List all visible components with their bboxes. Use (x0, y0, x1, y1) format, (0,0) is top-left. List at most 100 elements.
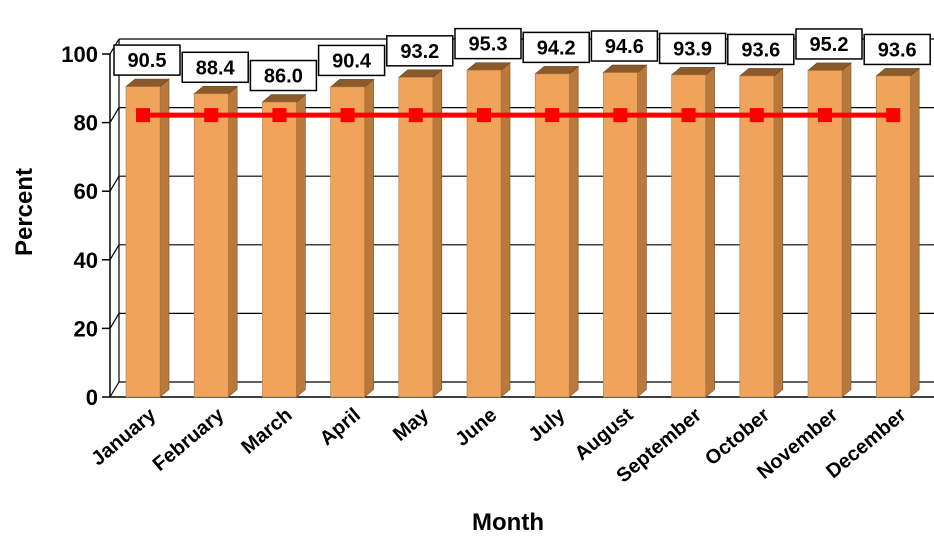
data-label-text: 86.0 (264, 66, 303, 88)
data-label-text: 93.6 (741, 39, 780, 61)
target-marker (886, 108, 901, 123)
y-tick-label: 80 (74, 111, 98, 136)
bar-front (262, 101, 297, 398)
data-label-text: 93.2 (400, 41, 439, 63)
target-marker (613, 108, 628, 123)
gridline-depth (109, 175, 120, 192)
data-label: 90.4 (317, 44, 386, 77)
y-tick-label: 0 (86, 385, 98, 410)
data-label-text: 93.9 (673, 38, 712, 60)
target-marker (749, 108, 764, 123)
data-label-text: 94.6 (605, 36, 644, 58)
data-label-box (181, 51, 249, 84)
bar-front (739, 75, 775, 398)
bar (670, 66, 716, 398)
bar (397, 69, 443, 398)
y-tick-labels: 0 20 40 60 80 100 (61, 42, 98, 410)
gridline-depth (109, 313, 120, 329)
data-label-text: 95.3 (469, 34, 508, 56)
bar-front (603, 72, 638, 398)
data-label: 86.0 (249, 59, 318, 92)
x-tick-label: March (237, 404, 296, 459)
x-tick-label: August (571, 404, 638, 465)
data-label-box (113, 44, 181, 76)
bar-side (909, 67, 920, 398)
gridline-depth (109, 107, 120, 123)
data-label: 93.6 (863, 33, 931, 66)
target-marker (545, 108, 560, 123)
data-label-text: 93.6 (878, 39, 917, 61)
data-label: 94.6 (590, 30, 659, 62)
target-marker (818, 108, 832, 123)
x-axis-title: Month (472, 509, 544, 536)
bar-front (807, 70, 843, 398)
data-label: 90.5 (113, 44, 181, 76)
data-label: 93.2 (386, 35, 454, 67)
bar (466, 61, 511, 398)
y-tick-label: 20 (74, 316, 98, 341)
x-tick-label: February (149, 403, 229, 475)
y-tick-label: 100 (61, 42, 98, 67)
data-label: 95.3 (454, 27, 522, 60)
bar-front (125, 86, 161, 398)
bar-side (159, 78, 170, 398)
data-label: 93.6 (727, 33, 795, 66)
data-label-box (590, 30, 659, 62)
data-label-text: 90.4 (332, 50, 372, 72)
data-label-box (727, 33, 795, 66)
target-marker (136, 108, 150, 123)
bar-front (875, 75, 911, 398)
y-tick-label: 60 (74, 179, 98, 204)
bar-front (193, 93, 229, 398)
target-marker (477, 108, 491, 123)
bar (738, 67, 784, 398)
y-tick-label: 40 (74, 248, 98, 273)
x-tick-label: May (389, 403, 434, 445)
data-label-box (795, 28, 863, 60)
data-label-text: 94.2 (537, 37, 576, 59)
bars (125, 61, 921, 398)
data-label: 93.9 (658, 32, 727, 65)
bar (329, 78, 375, 398)
data-label-box (658, 32, 727, 65)
bar (807, 62, 852, 398)
target-marker (408, 108, 423, 123)
data-label-box (454, 27, 522, 60)
target-marker (272, 108, 287, 123)
bar (875, 67, 921, 398)
axes (102, 39, 934, 398)
x-tick-label: June (451, 404, 501, 451)
gridline-depth (109, 381, 120, 398)
data-label: 88.4 (181, 51, 249, 84)
gridlines (109, 38, 934, 398)
target-marker (340, 108, 355, 123)
data-label-box (522, 31, 590, 64)
bar-front (534, 73, 570, 398)
data-label-box (386, 35, 454, 67)
data-label-text: 90.5 (128, 50, 167, 72)
bar (125, 78, 170, 398)
bar (534, 65, 580, 398)
bar (193, 85, 239, 398)
bar-front (671, 74, 706, 398)
data-label-text: 95.2 (810, 34, 849, 56)
bar-front (398, 77, 434, 398)
data-label-box (249, 59, 318, 92)
target-marker (681, 108, 696, 123)
bar-front (466, 69, 502, 398)
data-label-text: 88.4 (196, 57, 236, 79)
target-marker (204, 108, 219, 123)
x-tick-label: July (525, 403, 570, 446)
bar (261, 93, 307, 398)
gridline-depth (109, 244, 120, 261)
data-label-box (317, 44, 386, 77)
data-label: 95.2 (795, 28, 863, 60)
x-tick-label: April (316, 404, 365, 450)
target-line-series (136, 108, 901, 123)
bar-side (296, 93, 306, 398)
bar-side (364, 78, 374, 398)
data-label-box (863, 33, 931, 66)
bar (602, 64, 648, 398)
bar-side (227, 85, 238, 398)
